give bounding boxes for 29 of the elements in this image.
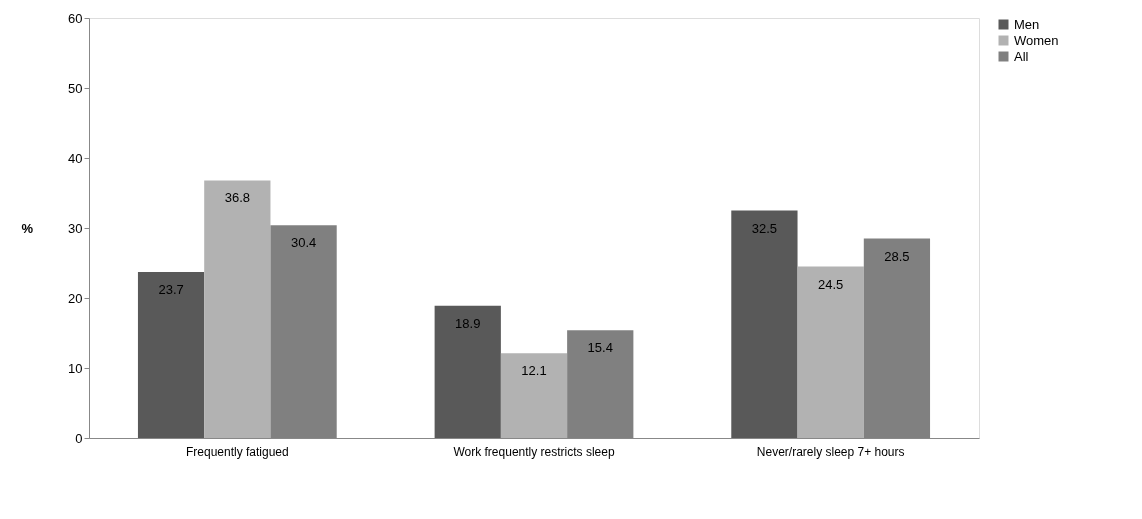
y-tick-label: 0 [75,430,83,446]
x-tick-label: Work frequently restricts sleep [453,444,615,459]
y-tick-label: 10 [68,360,83,376]
data-label: 30.4 [290,235,317,251]
y-tick-label: 30 [68,220,83,236]
y-tick-label: 50 [68,80,83,96]
y-tick-label: 40 [68,150,83,166]
data-label: 36.8 [224,190,250,206]
x-tick-label: Never/rarely sleep 7+ hours [756,444,905,459]
data-label: 32.5 [751,220,778,236]
data-label: 23.7 [158,282,184,298]
bar [500,353,568,438]
bar [434,305,501,438]
bar [797,266,864,438]
data-label: 18.9 [455,315,481,331]
data-label: 12.1 [521,363,547,379]
y-tick-label: 60 [68,10,83,26]
y-tick-label: 20 [68,290,83,306]
legend-label: All [1014,48,1029,64]
x-tick-label: Frequently fatigued [185,444,289,459]
legend-label: Men [1014,16,1040,32]
data-label: 24.5 [818,276,844,292]
bar [204,180,271,438]
bar [731,210,798,438]
legend-label: Women [1014,32,1059,48]
data-label: 15.4 [587,340,613,356]
bar [137,272,205,438]
data-label: 28.5 [884,248,910,264]
y-axis-title: % [21,220,34,236]
